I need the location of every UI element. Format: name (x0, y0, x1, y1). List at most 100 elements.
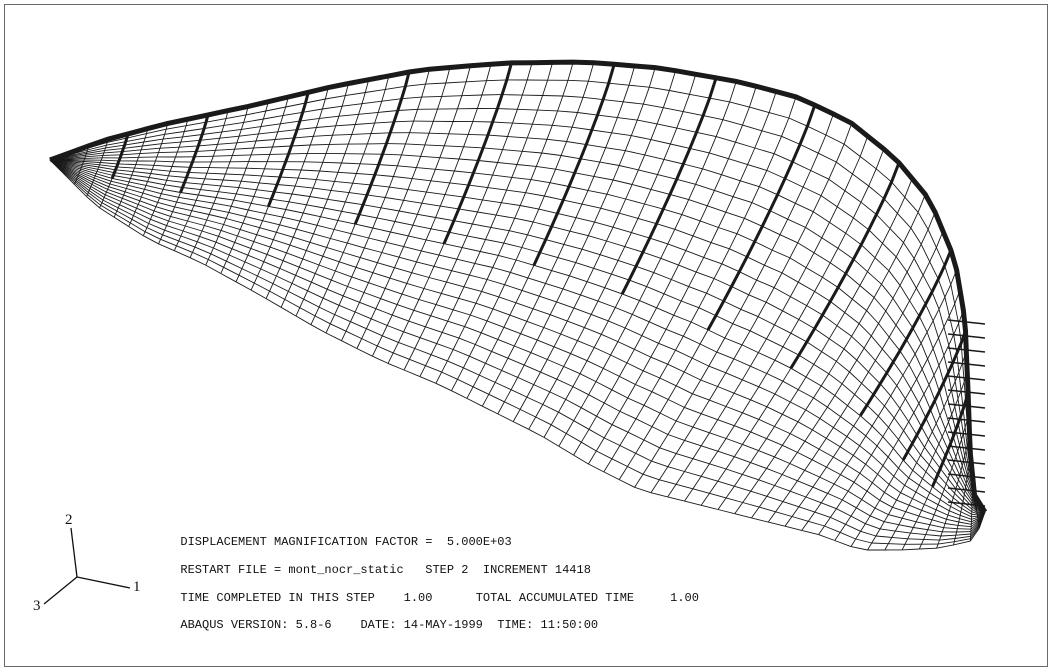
mesh-line (900, 485, 905, 493)
mesh-line (820, 493, 829, 504)
mesh-line (954, 535, 971, 539)
mesh-line (533, 384, 550, 393)
mesh-line (295, 267, 300, 276)
mesh-line (87, 194, 101, 206)
mesh-line (912, 491, 917, 499)
mesh-line (688, 271, 697, 287)
mesh-line (688, 199, 708, 207)
mesh-line (717, 497, 727, 510)
mesh-line (189, 215, 207, 221)
mesh-line (153, 210, 171, 217)
mesh-line (954, 492, 964, 502)
mesh-line (860, 244, 876, 259)
mesh-line (98, 164, 100, 168)
mesh-line (148, 223, 165, 231)
mesh-line (676, 385, 693, 395)
mesh-line (497, 413, 514, 423)
mesh-line (166, 225, 184, 232)
mesh-line (325, 95, 346, 100)
mesh-line (403, 246, 422, 252)
mesh-line (566, 433, 582, 443)
mesh-line (790, 281, 799, 297)
mesh-line (285, 209, 304, 214)
mesh-line (782, 490, 791, 502)
mesh-line (643, 439, 660, 449)
mesh-line (150, 218, 167, 227)
mesh-line (949, 467, 953, 474)
mesh-line (586, 360, 604, 369)
mesh-line (234, 142, 238, 150)
mesh-line (502, 149, 523, 152)
mesh-line (150, 169, 153, 174)
mesh-line (63, 168, 78, 178)
mesh-line (434, 157, 441, 170)
mesh-line (242, 222, 260, 229)
mesh-line (488, 393, 505, 403)
mesh-line (916, 368, 923, 380)
mesh-line (253, 196, 272, 200)
mesh-line (659, 479, 677, 485)
mesh-line (692, 458, 710, 465)
mesh-line (537, 339, 555, 348)
mesh-line (169, 166, 173, 172)
mesh-line (841, 371, 850, 385)
magnification-label: DISPLACEMENT MAGNIFICATION FACTOR = (180, 535, 433, 549)
mesh-line (533, 264, 552, 272)
mesh-line (305, 98, 326, 104)
mesh-line (958, 372, 962, 391)
mesh-line (153, 164, 173, 167)
mesh-line (867, 271, 882, 285)
mesh-line (888, 336, 901, 351)
mesh-line (200, 137, 220, 141)
mesh-line (134, 208, 138, 213)
mesh-line (931, 519, 946, 524)
mesh-line (225, 218, 244, 224)
mesh-line (619, 212, 639, 219)
mesh-line (905, 398, 915, 413)
mesh-line (195, 194, 199, 201)
mesh-line (430, 343, 438, 355)
mesh-line (611, 389, 628, 399)
mesh-line (299, 212, 304, 222)
mesh-line (327, 288, 344, 297)
mesh-line (879, 521, 885, 530)
mesh-line (643, 370, 660, 379)
mesh-line (829, 338, 845, 350)
mesh-line (202, 178, 206, 185)
mesh-line (183, 125, 187, 132)
mesh-line (68, 151, 88, 157)
mesh-line (375, 308, 393, 316)
mesh-line (205, 259, 209, 266)
mesh-line (138, 204, 155, 212)
mesh-line (372, 227, 391, 233)
mesh-line (88, 192, 103, 204)
mesh-line (944, 421, 949, 430)
mesh-line (458, 297, 477, 304)
mesh-line (952, 436, 959, 452)
mesh-line (709, 419, 719, 434)
mesh-line (706, 292, 724, 302)
mesh-line (250, 289, 267, 299)
mesh-line (240, 174, 245, 182)
mesh-line (684, 471, 702, 477)
mesh-line (889, 213, 898, 229)
mesh-line (73, 182, 76, 185)
mesh-line (866, 404, 879, 417)
mesh-line (544, 195, 564, 201)
mesh-line (213, 197, 217, 204)
mesh-line (750, 462, 767, 469)
mesh-line (725, 358, 735, 374)
mesh-line (113, 175, 131, 179)
mesh-line (766, 393, 776, 408)
mesh-line (419, 365, 426, 377)
mesh-line (258, 131, 278, 135)
mesh-line (914, 342, 922, 355)
mesh-line (393, 352, 410, 360)
mesh-line (464, 326, 482, 334)
mesh-line (801, 529, 819, 536)
mesh-line (790, 296, 807, 306)
mesh-line (318, 108, 323, 119)
mesh-line (207, 253, 212, 260)
mesh-line (164, 184, 183, 188)
mesh-line (210, 203, 215, 210)
